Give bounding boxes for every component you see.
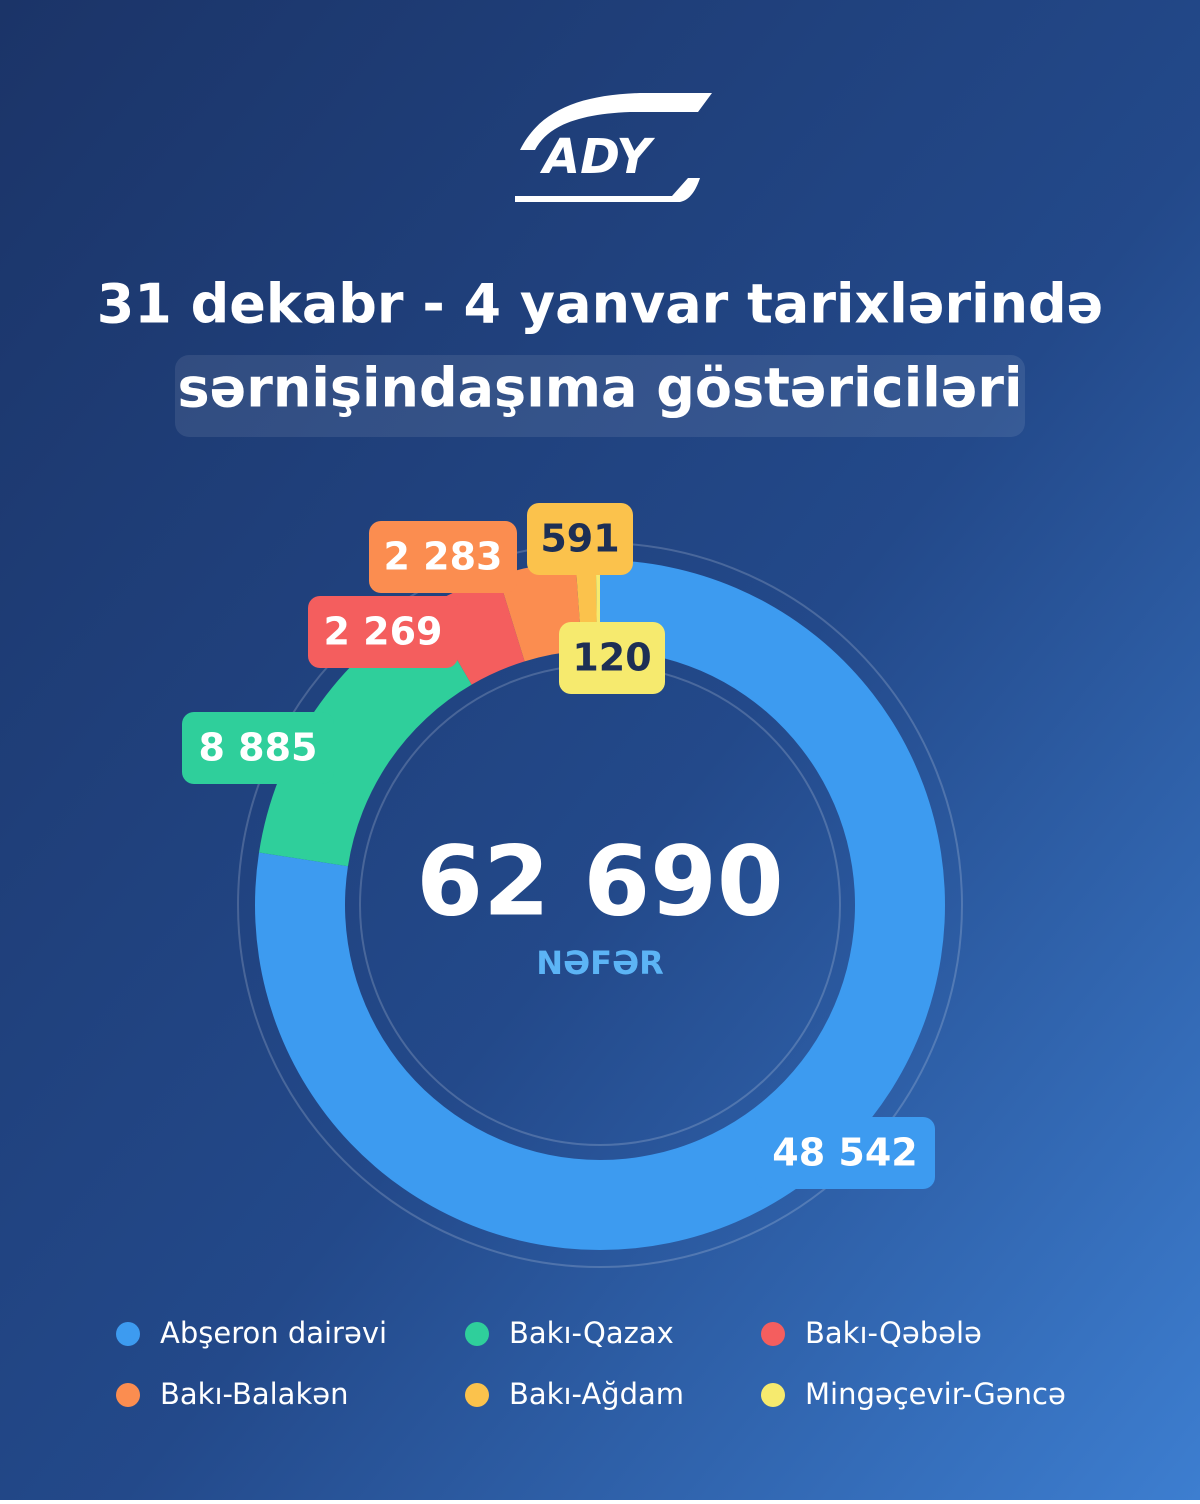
legend-swatch: [116, 1322, 140, 1346]
legend-label: Bakı-Balakən: [160, 1377, 348, 1411]
unit-label: NƏFƏR: [536, 944, 664, 982]
legend-label: Abşeron dairəvi: [160, 1316, 387, 1350]
value-label: 48 542: [772, 1131, 917, 1175]
total-value: 62 690: [416, 825, 783, 937]
logo: ADY: [515, 93, 712, 202]
value-badge: [182, 712, 334, 784]
value-label: 8 885: [199, 726, 318, 770]
value-label: 591: [540, 517, 619, 561]
value-badge: [559, 622, 665, 694]
donut-segment: [259, 606, 472, 867]
subtitle-box: [175, 355, 1025, 437]
logo-swoosh: [515, 178, 700, 202]
value-badge: [308, 596, 458, 668]
chart-title: 31 dekabr - 4 yanvar tarixlərində: [97, 273, 1104, 336]
legend-label: Bakı-Ağdam: [509, 1377, 684, 1411]
legend-label: Bakı-Qazax: [509, 1316, 674, 1350]
value-label: 2 283: [384, 535, 503, 579]
legend-label: Bakı-Qəbələ: [805, 1316, 982, 1350]
legend-swatch: [465, 1322, 489, 1346]
legend-swatch: [761, 1383, 785, 1407]
value-badge: [369, 521, 517, 593]
legend-swatch: [761, 1322, 785, 1346]
value-badge: [527, 503, 633, 575]
logo-text: ADY: [539, 129, 655, 185]
logo-swoosh: [520, 93, 712, 150]
chart-subtitle: sərnişindaşıma göstəriciləri: [178, 357, 1023, 420]
value-label: 2 269: [324, 610, 443, 654]
value-badge: [755, 1117, 935, 1189]
legend-swatch: [116, 1383, 140, 1407]
value-label: 120: [572, 636, 651, 680]
legend-swatch: [465, 1383, 489, 1407]
legend-label: Mingəçevir-Gəncə: [805, 1377, 1066, 1411]
